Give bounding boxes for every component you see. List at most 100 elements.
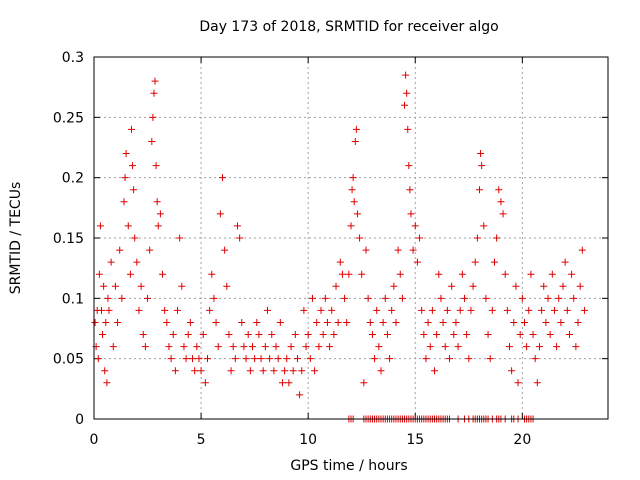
data-point <box>114 318 122 326</box>
data-point <box>550 306 558 314</box>
data-point <box>186 318 194 326</box>
x-tick-label: 20 <box>513 432 531 448</box>
data-point <box>263 306 271 314</box>
y-tick-label: 0 <box>75 412 84 428</box>
data-point <box>208 270 216 278</box>
data-point <box>133 258 141 266</box>
data-point <box>450 331 458 339</box>
data-point <box>323 318 331 326</box>
data-point <box>508 367 516 375</box>
data-point <box>559 282 567 290</box>
data-point <box>272 343 280 351</box>
data-point <box>446 355 454 363</box>
data-point <box>153 198 161 206</box>
data-point <box>341 294 349 302</box>
data-point <box>461 294 469 302</box>
data-point <box>201 379 209 387</box>
data-point <box>105 306 113 314</box>
data-point <box>525 306 533 314</box>
data-point <box>392 318 400 326</box>
data-point <box>546 331 554 339</box>
data-point <box>576 282 584 290</box>
data-point <box>193 343 201 351</box>
data-point <box>118 294 126 302</box>
data-point <box>480 222 488 230</box>
data-point <box>484 331 492 339</box>
data-point <box>478 162 486 170</box>
data-point <box>233 222 241 230</box>
data-point <box>405 162 413 170</box>
data-point <box>490 258 498 266</box>
data-point <box>493 234 501 242</box>
data-point <box>248 343 256 351</box>
data-point <box>236 234 244 242</box>
data-point <box>291 331 299 339</box>
data-point <box>396 270 404 278</box>
data-point <box>311 367 319 375</box>
data-point <box>242 355 250 363</box>
y-tick-label: 0.3 <box>62 50 84 66</box>
data-point <box>435 270 443 278</box>
data-point <box>352 125 360 133</box>
data-point <box>223 282 231 290</box>
data-point <box>141 343 149 351</box>
data-point <box>548 270 556 278</box>
data-point <box>148 137 156 145</box>
y-tick-label: 0.05 <box>53 352 84 368</box>
data-point <box>315 343 323 351</box>
data-point <box>261 343 269 351</box>
data-point <box>538 306 546 314</box>
data-point <box>137 282 145 290</box>
data-point <box>390 282 398 290</box>
data-point <box>127 125 135 133</box>
data-point <box>501 270 509 278</box>
data-point <box>413 258 421 266</box>
data-point <box>169 331 177 339</box>
data-point <box>422 355 430 363</box>
data-point <box>497 198 505 206</box>
data-point <box>306 355 314 363</box>
data-point <box>401 101 409 109</box>
data-point <box>404 125 412 133</box>
data-point <box>458 270 466 278</box>
data-point <box>553 343 561 351</box>
data-point <box>555 294 563 302</box>
data-point <box>518 294 526 302</box>
data-point <box>167 355 175 363</box>
data-point <box>107 258 115 266</box>
data-point <box>433 331 441 339</box>
data-point <box>473 234 481 242</box>
data-point <box>326 343 334 351</box>
data-point <box>366 318 374 326</box>
data-point <box>377 367 385 375</box>
data-point <box>428 306 436 314</box>
data-point <box>360 379 368 387</box>
data-point <box>358 270 366 278</box>
data-point <box>495 186 503 194</box>
data-point <box>130 186 138 194</box>
data-point <box>362 246 370 254</box>
data-point <box>199 331 207 339</box>
data-point <box>512 282 520 290</box>
data-point <box>144 294 152 302</box>
data-point <box>171 367 179 375</box>
data-point <box>516 331 524 339</box>
data-point <box>129 162 137 170</box>
x-tick-label: 15 <box>406 432 424 448</box>
data-point <box>416 234 424 242</box>
data-point <box>149 113 157 121</box>
data-point <box>565 331 573 339</box>
data-point <box>505 343 513 351</box>
data-point <box>184 331 192 339</box>
data-point <box>103 379 111 387</box>
data-point <box>482 294 490 302</box>
data-point <box>99 331 107 339</box>
data-point <box>411 222 419 230</box>
data-point <box>520 318 528 326</box>
data-point <box>488 306 496 314</box>
data-point <box>351 137 359 145</box>
data-point <box>580 306 588 314</box>
data-point <box>471 258 479 266</box>
data-point <box>180 343 188 351</box>
data-point <box>454 343 462 351</box>
